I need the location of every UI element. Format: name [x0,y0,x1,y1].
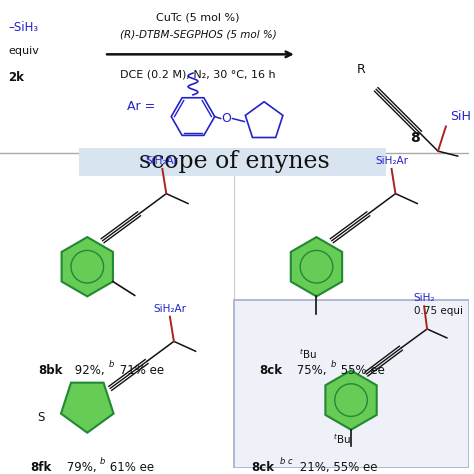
Text: $^t$Bu: $^t$Bu [299,347,317,361]
Text: scope of enynes: scope of enynes [139,149,330,173]
Text: b: b [100,457,106,466]
Text: 8: 8 [410,131,420,146]
Bar [79,148,386,176]
Text: 8bk: 8bk [38,364,62,377]
Text: 21%, 55% ee: 21%, 55% ee [296,461,377,474]
Text: SiH₂Ar: SiH₂Ar [154,304,186,314]
Text: SiH₂Ar: SiH₂Ar [375,156,408,166]
Bar [235,301,469,468]
Text: O: O [222,112,231,125]
Text: 55% ee: 55% ee [337,364,385,377]
Text: Ar =: Ar = [127,100,155,113]
Text: SiH₂: SiH₂ [413,293,435,303]
Text: b: b [109,360,114,369]
Polygon shape [61,383,114,433]
Text: 75%,: 75%, [293,364,326,377]
Text: (R)-DTBM-SEGPHOS (5 mol %): (R)-DTBM-SEGPHOS (5 mol %) [119,29,276,39]
Polygon shape [325,371,377,430]
Polygon shape [62,237,113,296]
Text: b c: b c [280,457,292,466]
Text: 8fk: 8fk [30,461,51,474]
Text: 8ck: 8ck [259,364,282,377]
Text: b: b [330,360,336,369]
Text: equiv: equiv [8,46,39,56]
Polygon shape [291,237,342,296]
Text: SiH₂Ar: SiH₂Ar [146,156,179,166]
Text: 61% ee: 61% ee [106,461,154,474]
Text: 79%,: 79%, [63,461,96,474]
Text: 71% ee: 71% ee [116,364,164,377]
Text: –SiH₃: –SiH₃ [8,21,38,34]
Text: 8ck: 8ck [251,461,274,474]
Text: 0.75 equi: 0.75 equi [414,306,463,316]
Text: CuTc (5 mol %): CuTc (5 mol %) [156,13,240,23]
Text: S: S [37,411,45,424]
Text: 92%,: 92%, [72,364,105,377]
Text: $^t$Bu: $^t$Bu [333,432,351,446]
Text: R: R [356,63,365,76]
Text: 2k: 2k [8,71,24,83]
Text: SiH: SiH [450,110,471,124]
Text: DCE (0.2 M), N₂, 30 °C, 16 h: DCE (0.2 M), N₂, 30 °C, 16 h [120,69,276,79]
Bar [0,0,469,158]
